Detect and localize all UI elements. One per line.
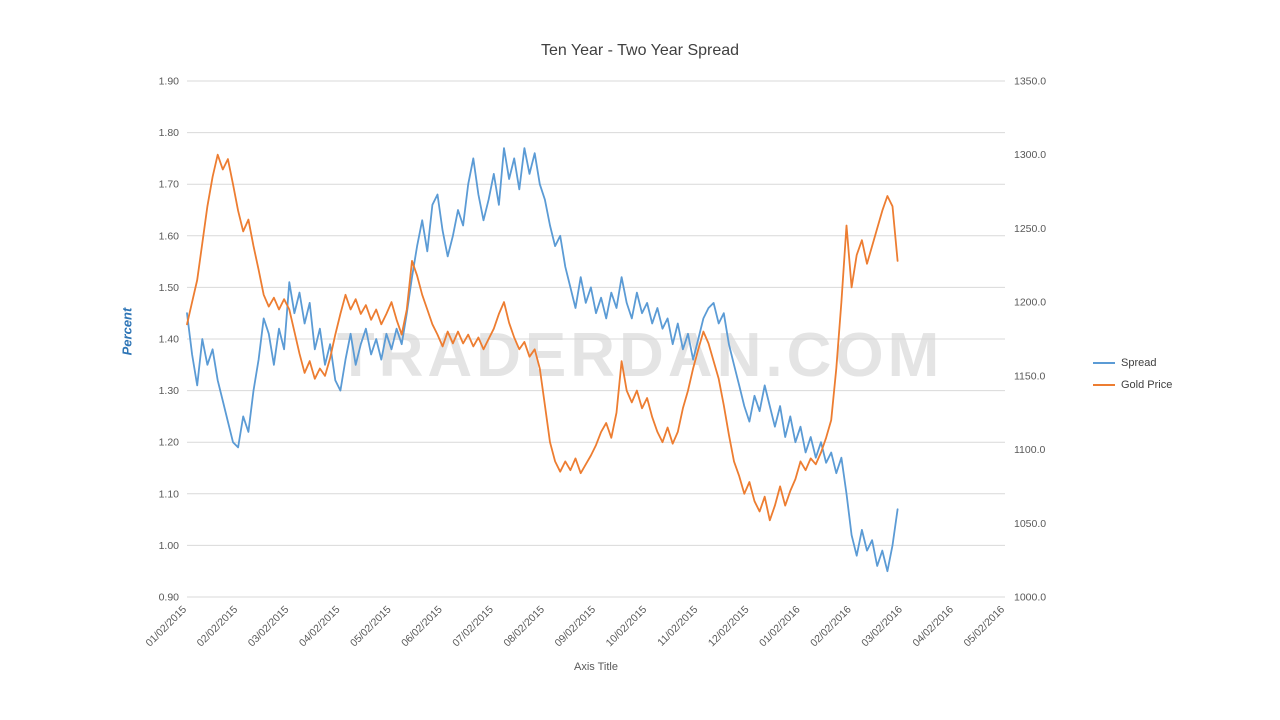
left-axis-tick-label: 1.50 xyxy=(159,282,180,294)
left-axis-tick-label: 0.90 xyxy=(159,592,180,604)
x-axis-tick-label: 02/02/2015 xyxy=(195,604,241,650)
right-axis-tick-label: 1350.0 xyxy=(1014,76,1046,88)
series-line-spread xyxy=(186,147,899,573)
right-axis-tick-label: 1150.0 xyxy=(1014,370,1045,382)
x-axis-tick-label: 04/02/2015 xyxy=(297,604,343,650)
x-axis-tick-label: 05/02/2015 xyxy=(348,604,394,650)
x-axis-tick-label: 01/02/2016 xyxy=(757,604,803,650)
left-axis-tick-label: 1.80 xyxy=(159,127,180,139)
left-axis-tick-label: 1.90 xyxy=(159,76,180,88)
right-axis-tick-label: 1100.0 xyxy=(1014,444,1045,456)
x-axis-tick-label: 01/02/2015 xyxy=(143,604,189,650)
left-axis-tick-label: 1.60 xyxy=(159,230,180,242)
x-axis-title: Axis Title xyxy=(573,661,618,673)
x-axis-tick-label: 06/02/2015 xyxy=(399,604,445,650)
x-axis-tick-label: 12/02/2015 xyxy=(706,604,752,650)
left-axis-title: Percent xyxy=(119,307,135,356)
left-axis-tick-label: 1.40 xyxy=(159,334,180,346)
right-axis-tick-label: 1050.0 xyxy=(1014,518,1046,530)
legend-label-gold-price: Gold Price xyxy=(1121,379,1173,391)
x-axis-tick-label: 04/02/2016 xyxy=(910,604,956,650)
x-axis-tick-label: 05/02/2016 xyxy=(961,604,1007,650)
left-axis-tick-label: 1.30 xyxy=(159,385,180,397)
legend-swatch-gold-price xyxy=(1093,384,1115,386)
x-axis-tick-label: 02/02/2016 xyxy=(808,604,854,650)
right-axis-tick-label: 1300.0 xyxy=(1014,149,1046,161)
left-axis-tick-label: 1.10 xyxy=(159,488,180,500)
chart-title: Ten Year - Two Year Spread xyxy=(540,42,740,59)
x-axis-tick-label: 03/02/2016 xyxy=(859,604,905,650)
legend-swatch-spread xyxy=(1093,362,1115,364)
right-axis-tick-label: 1000.0 xyxy=(1014,592,1046,604)
left-axis-tick-label: 1.20 xyxy=(159,437,180,449)
x-axis-tick-label: 08/02/2015 xyxy=(501,604,547,650)
legend-item-spread[interactable]: Spread xyxy=(1093,357,1172,369)
left-axis-tick-label: 1.00 xyxy=(159,540,180,552)
x-axis-tick-label: 11/02/2015 xyxy=(655,604,700,649)
x-axis-tick-label: 10/02/2015 xyxy=(604,604,650,650)
x-axis-tick-label: 03/02/2015 xyxy=(246,604,292,650)
legend: Spread Gold Price xyxy=(1093,357,1172,401)
series-line-gold-price xyxy=(186,153,899,522)
x-axis-tick-label: 09/02/2015 xyxy=(552,604,598,650)
legend-label-spread: Spread xyxy=(1121,357,1157,369)
right-axis-tick-label: 1250.0 xyxy=(1014,223,1046,235)
left-axis-tick-label: 1.70 xyxy=(159,179,180,191)
right-axis-tick-label: 1200.0 xyxy=(1014,297,1046,309)
legend-item-gold-price[interactable]: Gold Price xyxy=(1093,379,1172,391)
x-axis-tick-label: 07/02/2015 xyxy=(450,604,496,650)
